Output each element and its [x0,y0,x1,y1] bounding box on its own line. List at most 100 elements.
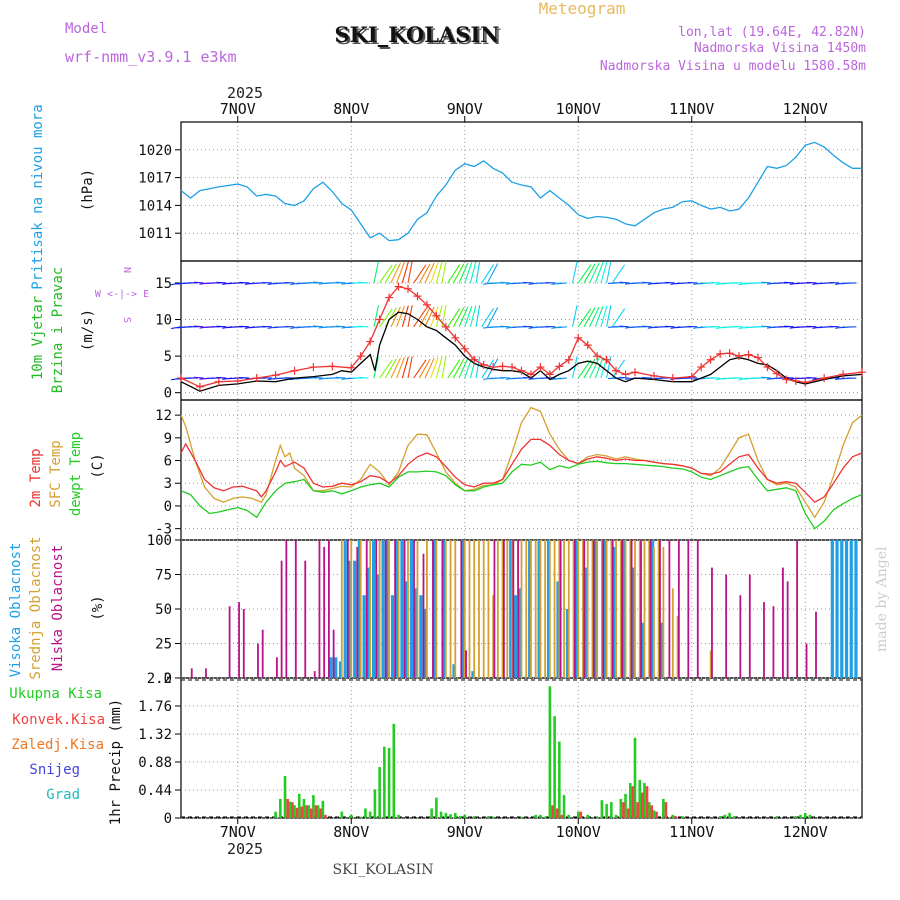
panel-frame-4 [180,677,863,819]
wind-barb [384,358,397,379]
wind-barb [577,359,592,379]
cloud-bar-0-49 [854,540,858,678]
wind-barb [379,264,393,284]
cloud-bar-1-1 [350,540,353,678]
precip-bar-1-10 [555,808,559,818]
cloud-bar-1-35 [567,540,570,678]
wind-barb [556,282,567,285]
cloud-bar-0-37 [603,540,607,678]
precip-bar-1-21 [664,802,668,818]
wind-barb [619,281,630,284]
wind-barb [481,359,495,379]
cloud-bar-1-31 [548,540,551,678]
precip-bar-0-68 [808,814,812,818]
cloud-bar-1-5 [388,540,390,678]
cloud-bar-1-41 [596,540,599,678]
y-tick-label-2-3: 6 [164,454,172,470]
gust-point-49 [753,353,762,362]
compass-s: S [121,317,132,323]
cloud-bar-2-49 [711,567,713,678]
cloud-bar-0-15 [400,540,404,678]
cloud-bar-2-36 [583,540,586,678]
wind-barb [418,358,431,379]
wind-barb [418,263,431,284]
wind-barb [572,261,578,284]
wind-barb [312,376,323,379]
gust-point-3 [233,376,242,385]
cloud-bar-0-4 [348,560,352,678]
cloud-bar-2-29 [465,650,467,678]
gust-point-27 [517,366,526,375]
gust-point-7 [309,363,318,372]
wind-barb [424,262,435,284]
wind-barb [390,357,401,379]
cloud-bar-1-33 [558,540,561,678]
cloud-bar-2-16 [332,629,335,678]
cloud-bar-0-18 [414,588,418,678]
precip-bar-0-15 [368,811,372,818]
cloud-bar-2-51 [739,595,742,678]
cloud-bar-0-23 [452,664,456,678]
gust-point-20 [451,333,460,342]
cloud-bar-0-12 [386,540,390,678]
label-cloud-low: Niska Oblacnost [50,545,66,671]
wind-barb [783,281,794,284]
wind-barb [611,264,626,284]
wind-barb [312,281,323,284]
wind-barb [469,261,477,284]
cloud-bar-0-22 [442,540,447,678]
cloud-bar-1-19 [487,540,490,678]
gust-point-16 [413,292,422,301]
cloud-bar-0-7 [362,595,366,678]
cloud-bar-2-50 [725,574,728,678]
cloud-bar-1-57 [676,615,679,678]
wind-barb [430,305,439,328]
wind-barb [783,325,794,328]
x-label-top-1: 8NOV [333,100,369,118]
label-cloud-high: Visoka Oblacnost [8,543,24,678]
cloud-bar-2-32 [512,540,515,678]
precip-bar-1-3 [300,806,304,818]
wind-barb [430,262,439,284]
precip-bar-0-45 [600,800,604,818]
cloud-bar-2-8 [280,560,283,678]
precip-legend-0: Ukupna Kisa [9,686,102,702]
cloud-bar-1-27 [530,540,532,678]
gust-point-53 [791,376,800,385]
y-tick-label-4-2: 0.88 [138,755,172,771]
cloud-bar-2-53 [763,602,765,678]
precip-bar-1-19 [650,805,654,818]
wind-barb [435,356,443,379]
cloud-bar-1-39 [586,540,589,678]
wind-barb [447,264,461,284]
cloud-bar-0-19 [419,595,423,678]
wind-barb [642,281,653,284]
cloud-bar-1-28 [534,540,537,678]
wind-barb [606,305,612,327]
precip-bar-0-16 [373,789,377,818]
y-tick-label-3-4: 100 [147,533,172,549]
wind-barb [806,376,817,379]
cloud-bar-2-39 [611,540,614,678]
wind-barb [373,305,379,327]
label-temp-2m: 2m Temp [28,448,44,507]
gust-point-29 [536,363,545,372]
wind-barb [430,357,439,379]
gust-point-6 [290,366,299,375]
panel-labels: 1011 1014 1017 1020 0 5 10 15 -3 0 3 6 9 12 0 25 50 75 100… [8,100,828,841]
gust-point-55 [820,374,829,383]
cloud-bar-2-45 [668,540,671,678]
wind-barb [500,325,511,328]
app-title: Meteogram [539,0,626,18]
precip-bar-0-54 [643,783,646,818]
wind-barb [390,306,401,328]
cloud-bar-1-21 [496,540,499,678]
cloud-bar-0-14 [395,540,399,678]
wind-barb [594,306,604,328]
y-tick-label-1-3: 15 [155,276,172,292]
series-line-1-1 [180,285,863,388]
gust-point-40 [649,371,658,380]
gust-point-56 [839,370,848,379]
gust-point-0 [177,374,185,383]
cloud-bar-1-52 [648,540,651,678]
